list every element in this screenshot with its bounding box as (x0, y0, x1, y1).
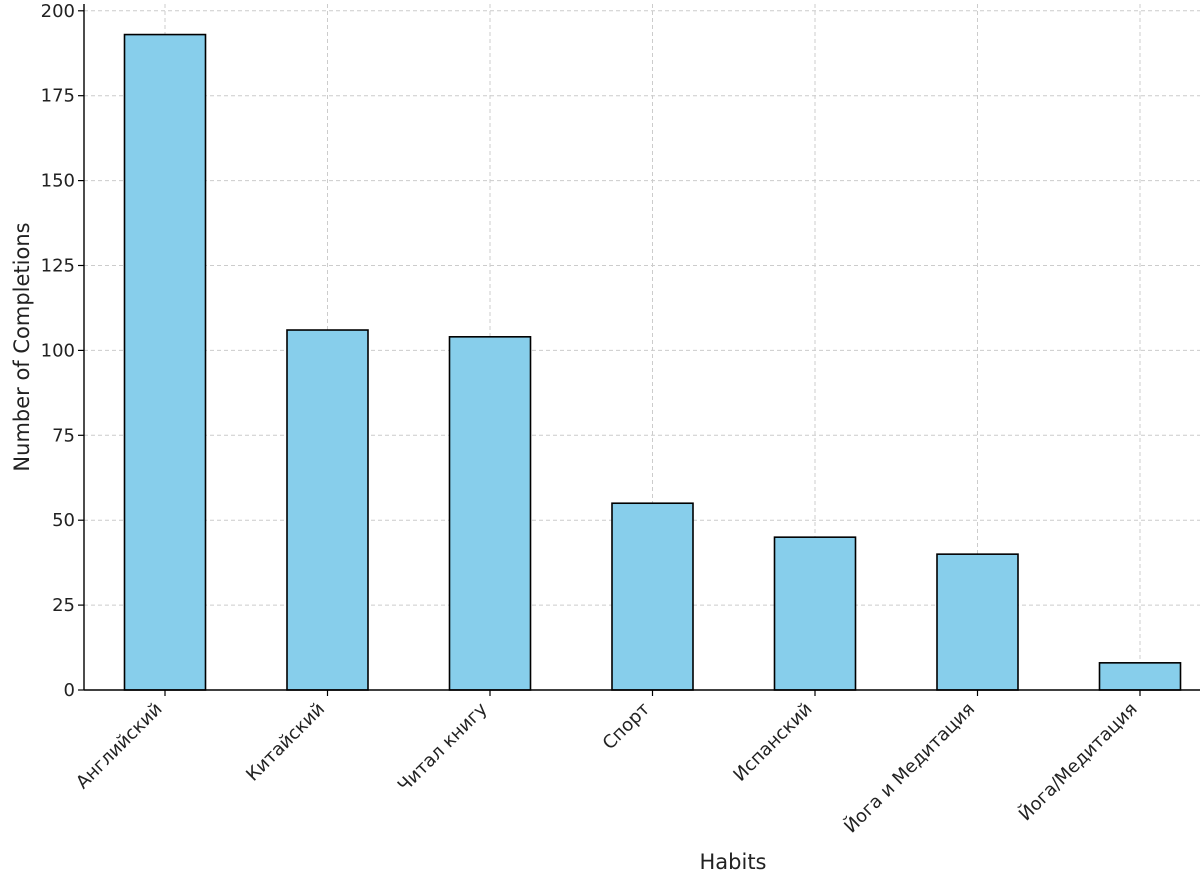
bar (1098, 662, 1182, 691)
bars (123, 33, 1182, 691)
x-tick-label: Читал книгу (394, 698, 492, 796)
x-axis-title: Habits (700, 850, 767, 874)
y-tick-label: 75 (52, 425, 75, 446)
y-tick-label: 150 (41, 171, 75, 192)
bar (123, 33, 207, 691)
bar (773, 536, 857, 691)
axes (78, 4, 1200, 696)
bar (611, 502, 694, 691)
y-tick-labels: 0 25 50 75 100 125 150 175 200 (41, 1, 75, 701)
y-axis-title: Number of Completions (10, 222, 34, 471)
x-tick-label: Китайский (242, 699, 329, 786)
x-tick-label: Английский (72, 699, 166, 793)
y-tick-label: 100 (41, 340, 75, 361)
y-tick-label: 200 (41, 1, 75, 22)
x-tick-label: Спорт (599, 699, 654, 754)
y-tick-label: 50 (52, 510, 75, 531)
x-tick-labels: Английский Китайский Читал книгу Спорт Испан… (72, 698, 1141, 837)
bar (448, 336, 532, 691)
y-tick-label: 25 (52, 595, 75, 616)
x-tick-label: Йога/Медитация (1014, 698, 1141, 825)
bar (286, 329, 369, 691)
bar (936, 553, 1019, 691)
x-tick-label: Испанский (729, 699, 816, 786)
y-tick-label: 0 (64, 680, 75, 701)
y-tick-label: 175 (41, 86, 75, 107)
y-tick-label: 125 (41, 255, 75, 276)
x-tick-label: Йога и Медитация (840, 698, 979, 837)
